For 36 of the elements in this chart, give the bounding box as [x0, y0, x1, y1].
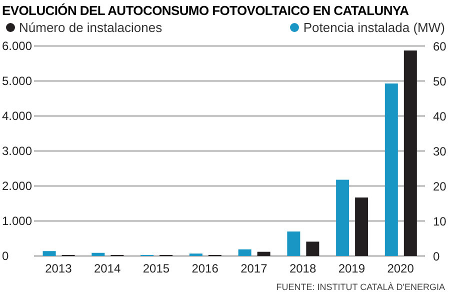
bar [306, 242, 320, 256]
y2-tick-label: 30 [433, 144, 447, 158]
source-note: FUENTE: INSTITUT CATALÀ D'ENERGIA [275, 282, 446, 292]
x-tick-label: 2020 [387, 262, 414, 276]
y2-tick-label: 60 [433, 39, 447, 54]
bar [238, 249, 252, 256]
y-tick-label: 3.000 [2, 144, 32, 158]
y2-tick-label: 10 [433, 214, 447, 228]
y2-tick-label: 20 [433, 179, 447, 194]
bar [287, 232, 300, 256]
x-tick-label: 2015 [142, 262, 170, 276]
chart-title: EVOLUCIÓN DEL AUTOCONSUMO FOTOVOLTAICO EN CATALUNYA [1, 2, 410, 20]
x-tick-label: 2014 [94, 262, 121, 276]
bar [336, 180, 350, 256]
y-tick-label: 4.000 [2, 109, 32, 123]
bar [42, 251, 56, 256]
y2-tick-label: 40 [433, 109, 447, 124]
y2-tick-label: 0 [433, 249, 440, 264]
bar [92, 252, 105, 256]
y2-tick-label: 50 [433, 74, 447, 88]
x-tick-label: 2017 [240, 262, 268, 276]
y-tick-label: 1.000 [2, 214, 32, 228]
x-tick-label: 2018 [289, 262, 316, 276]
bar [404, 50, 417, 256]
x-tick-label: 2019 [338, 262, 366, 276]
bar [384, 83, 398, 256]
bar [257, 252, 270, 256]
y-tick-label: 0 [2, 249, 9, 263]
x-tick-label: 2013 [45, 262, 72, 276]
y-tick-label: 5.000 [2, 74, 32, 88]
x-tick-label: 2016 [192, 262, 219, 276]
y-tick-label: 2.000 [2, 179, 32, 193]
bar [355, 198, 368, 256]
legend-label: Número de instalaciones [18, 20, 162, 35]
legend-label: Potencia instalada (MW) [302, 20, 445, 35]
y-tick-label: 6.000 [2, 39, 32, 53]
